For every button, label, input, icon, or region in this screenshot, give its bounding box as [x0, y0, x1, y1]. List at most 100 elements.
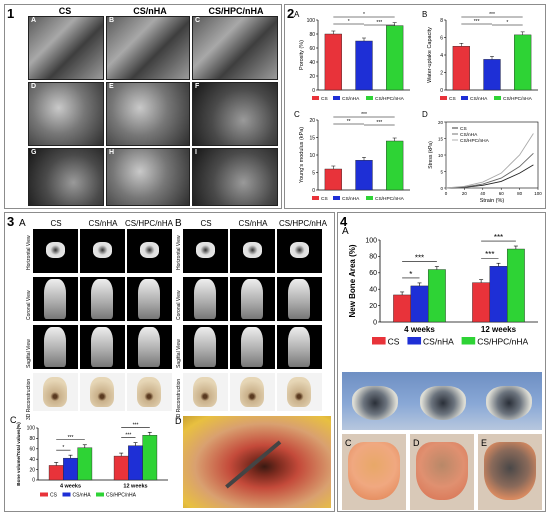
y-tick-label: 0: [440, 186, 443, 191]
specimen: [486, 386, 532, 420]
x-tick-label: 100: [534, 191, 542, 196]
tile-label: F: [195, 83, 200, 90]
legend-swatch: [312, 96, 319, 100]
significance-label: ***: [494, 233, 503, 242]
legend-label: CS/HPC/nHA: [477, 337, 528, 347]
significance-label: ***: [474, 19, 480, 25]
bar: [386, 25, 404, 91]
subpanel-label: D: [413, 438, 420, 448]
tile-label: A: [31, 17, 37, 24]
significance-label: *: [409, 270, 412, 279]
panel-3-frame: [4, 212, 335, 512]
y-tick-label: 80: [309, 32, 315, 38]
legend-swatch: [372, 337, 386, 345]
bone-shape: [287, 377, 311, 407]
subchart-label: A: [342, 226, 349, 237]
y-tick-label: 10: [309, 153, 315, 159]
legend-swatch: [461, 96, 468, 100]
bone-shape: [240, 377, 264, 407]
sem-image: [106, 148, 190, 206]
significance-label: ***: [489, 12, 495, 18]
y-axis-label: Porosity (%): [299, 40, 305, 70]
bone-shape: [196, 242, 215, 258]
series-line: [445, 164, 534, 189]
legend-swatch: [407, 337, 422, 345]
panel-number: 4: [340, 214, 348, 229]
legend-label: CS/nHA: [470, 96, 488, 102]
legend-label: CS/HPC/nHA: [503, 96, 533, 102]
y-axis-label: Young's modulus (kPa): [299, 127, 305, 183]
significance-label: ***: [361, 112, 367, 118]
x-tick-label: 4 weeks: [60, 484, 81, 490]
bone-shape: [290, 242, 309, 258]
legend-label: CS: [50, 493, 58, 499]
column-heading: CS/HPC/nHA: [208, 6, 264, 16]
y-tick-label: 60: [369, 270, 377, 277]
subpanel-label: A: [19, 218, 26, 229]
legend-swatch: [366, 196, 373, 200]
bar: [410, 285, 429, 323]
bar: [128, 445, 143, 481]
tile-label: H: [109, 149, 115, 156]
y-tick-label: 100: [365, 237, 377, 244]
bar: [113, 455, 129, 481]
legend-swatch: [440, 96, 447, 100]
legend-swatch: [333, 96, 340, 100]
y-axis-label: Stress (kPa): [428, 141, 434, 169]
y-tick-label: 0: [440, 88, 443, 94]
subpanel-label: D: [175, 416, 182, 426]
tile-label: G: [31, 149, 37, 156]
row-label: Coronal View: [176, 290, 182, 320]
bar: [393, 294, 412, 323]
legend-label: CS/nHA: [73, 493, 92, 499]
column-heading: CS: [200, 219, 212, 228]
legend-label: CS: [321, 96, 328, 102]
bar: [472, 282, 491, 323]
tile-label: C: [195, 17, 201, 24]
significance-label: ***: [376, 120, 382, 126]
histology-section: [484, 442, 536, 500]
bar: [427, 269, 446, 323]
y-axis-label: New Bone Area (%): [348, 244, 357, 317]
legend-label: CS/HPC/nHA: [460, 138, 490, 144]
y-tick-label: 100: [27, 426, 36, 432]
bone-shape: [91, 279, 113, 319]
row-label: Sagittal View: [176, 339, 182, 368]
y-tick-label: 8: [440, 18, 443, 24]
bar: [514, 34, 532, 91]
x-tick-label: 20: [462, 191, 468, 196]
subchart-label: D: [422, 110, 428, 119]
row-label: Horizontal View: [176, 235, 182, 270]
subchart-label: A: [294, 10, 300, 19]
significance-label: ***: [68, 435, 74, 441]
bone-shape: [44, 327, 66, 367]
y-tick-label: 40: [29, 457, 35, 463]
column-heading: CS: [50, 219, 62, 228]
bone-shape: [241, 327, 263, 367]
bone-shape: [241, 279, 263, 319]
y-tick-label: 20: [309, 118, 315, 124]
sem-image: [28, 16, 104, 80]
column-heading: CS/nHA: [133, 6, 167, 16]
column-heading: CS/HPC/nHA: [124, 219, 173, 228]
legend-swatch: [312, 196, 319, 200]
row-label: Coronal View: [26, 290, 32, 320]
row-label: Horizontal View: [26, 235, 32, 270]
x-tick-label: 0: [445, 191, 448, 196]
column-heading: CS/HPC/nHA: [278, 219, 327, 228]
y-tick-label: 4: [440, 53, 443, 59]
y-tick-label: 0: [312, 188, 315, 194]
significance-label: *: [506, 20, 508, 26]
bone-shape: [288, 327, 310, 367]
bar: [77, 447, 93, 481]
bar: [48, 465, 64, 481]
y-tick-label: 5: [312, 171, 315, 177]
panel-number: 3: [7, 214, 15, 229]
subpanel-label: E: [481, 438, 488, 448]
significance-label: *: [363, 12, 365, 18]
bar: [386, 140, 404, 191]
legend-label: CS: [449, 96, 456, 102]
y-tick-label: 15: [438, 137, 444, 142]
row-label: 3D Reconstruction: [176, 378, 182, 420]
bone-shape: [138, 279, 160, 319]
